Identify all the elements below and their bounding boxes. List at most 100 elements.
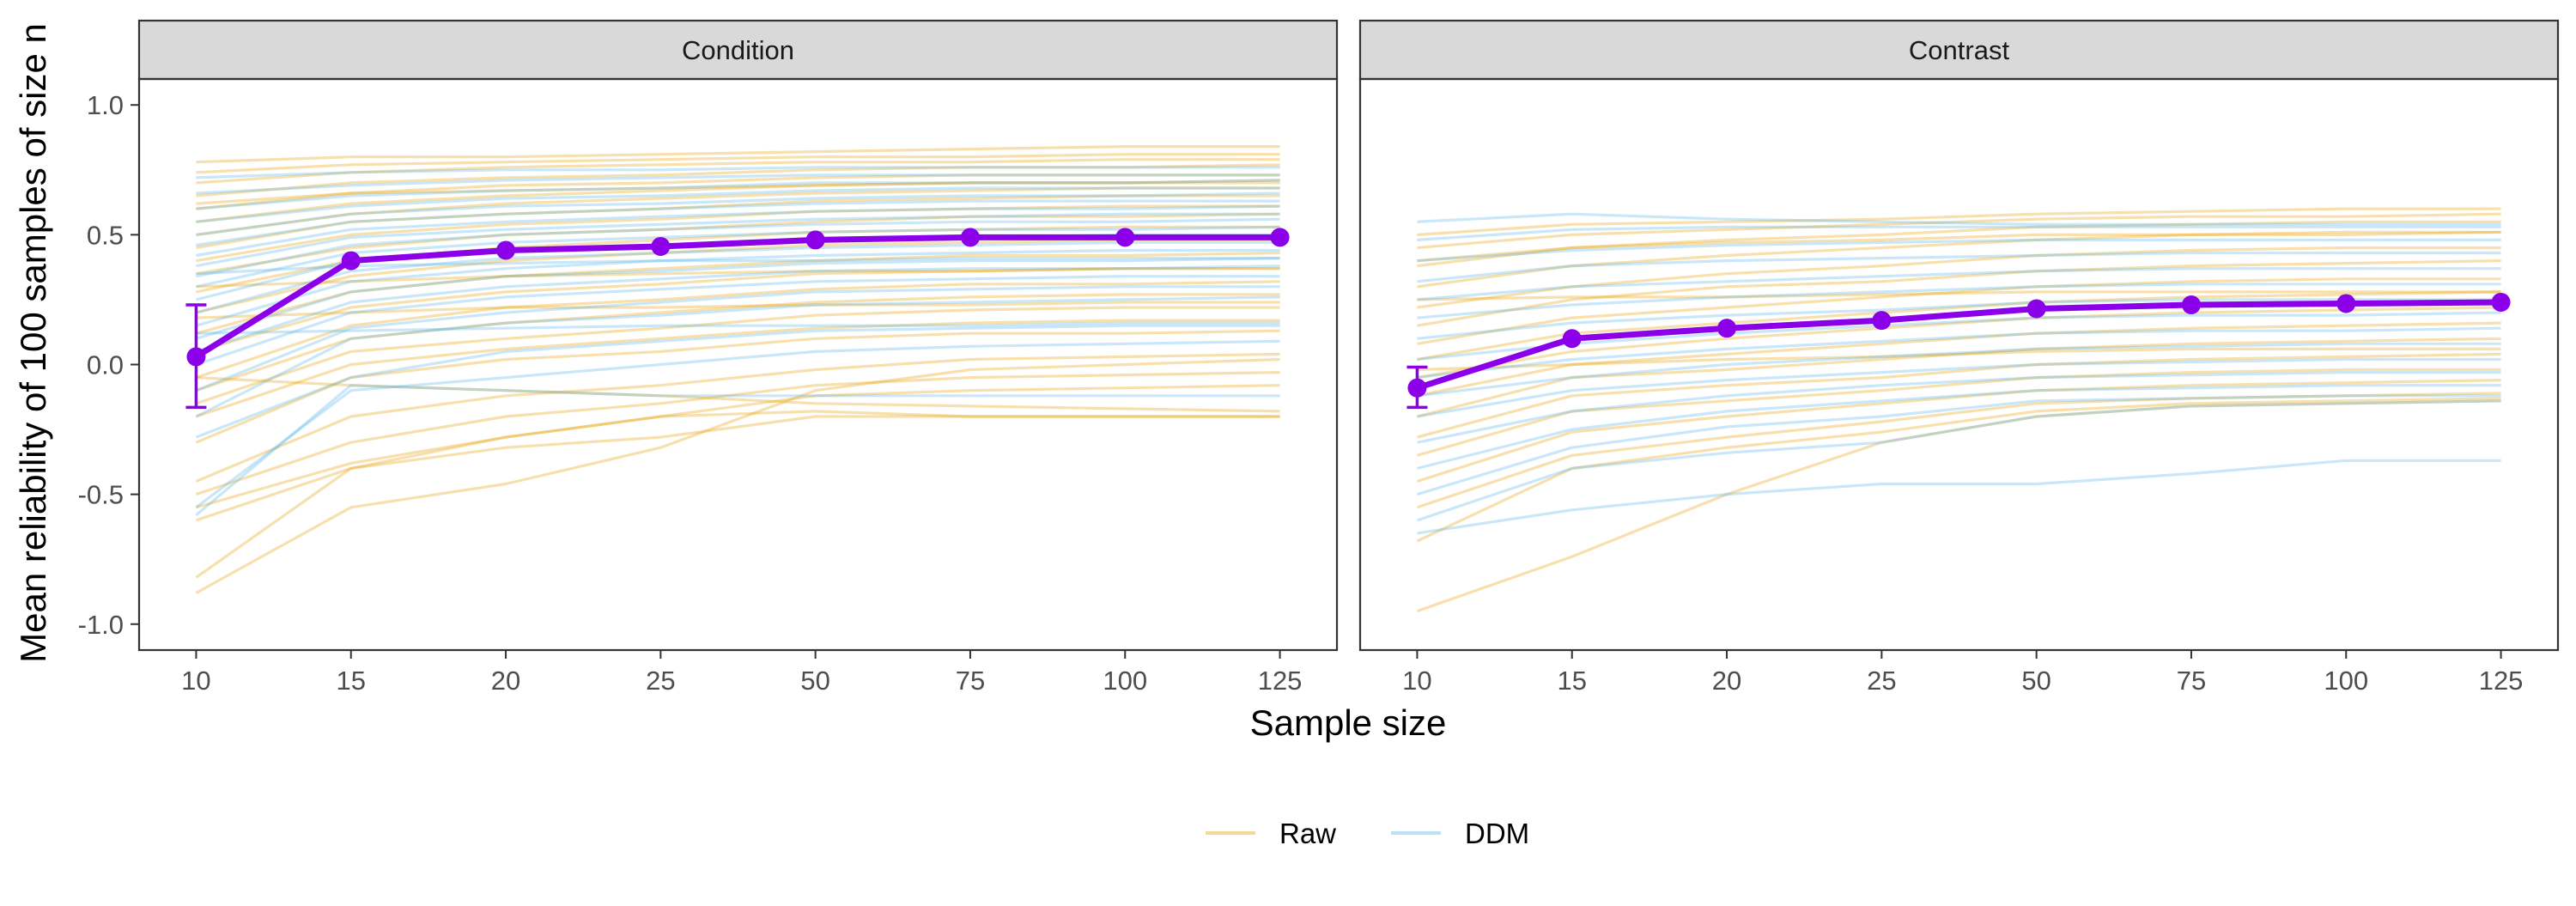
- individual-line-raw: [1417, 277, 2501, 345]
- x-tick-label: 50: [2021, 666, 2050, 696]
- individual-line-ddm: [195, 324, 1280, 439]
- individual-line-ddm: [1417, 342, 2501, 398]
- individual-line-ddm: [195, 257, 1280, 340]
- facet-strip-label: Condition: [682, 35, 794, 65]
- individual-line-ddm: [196, 173, 1280, 195]
- mean-point: [805, 230, 825, 250]
- legend-label-raw: Raw: [1279, 818, 1336, 849]
- individual-line-ddm: [196, 212, 1280, 268]
- individual-line-raw: [1417, 337, 2501, 418]
- individual-line-raw: [195, 280, 1280, 380]
- individual-line-raw: [1417, 246, 2501, 309]
- individual-line-ddm: [1417, 283, 2501, 319]
- individual-line-ddm: [1417, 311, 2501, 362]
- individual-line-raw: [1416, 352, 2501, 439]
- x-tick-label: 20: [1712, 666, 1741, 696]
- mean-point: [1717, 319, 1737, 338]
- y-axis-title: Mean reliability of 100 samples of size …: [13, 23, 53, 663]
- individual-line-raw: [1417, 230, 2501, 289]
- individual-line-raw: [195, 267, 1280, 353]
- individual-line-ddm: [1417, 298, 2501, 340]
- individual-line-raw: [196, 186, 1280, 236]
- individual-line-raw: [1416, 379, 2501, 483]
- individual-line-ddm: [196, 199, 1280, 247]
- individual-line-raw: [196, 194, 1280, 250]
- individual-line-ddm: [1417, 384, 2501, 470]
- individual-line-raw: [195, 352, 1280, 483]
- individual-line-raw: [196, 179, 1280, 223]
- individual-line-raw: [1416, 397, 2501, 543]
- individual-line-ddm: [195, 265, 1280, 353]
- x-tick-label: 20: [491, 666, 520, 696]
- individual-line-raw: [196, 158, 1280, 185]
- mean-point: [2491, 292, 2511, 312]
- individual-line-raw: [196, 153, 1280, 174]
- individual-line-ddm: [195, 295, 1280, 418]
- x-tick-label: 25: [646, 666, 675, 696]
- individual-line-raw: [196, 267, 1280, 289]
- facet-strip: [1358, 19, 2560, 81]
- individual-line-raw: [1417, 230, 2501, 263]
- x-tick-label: 50: [800, 666, 829, 696]
- mean-point: [341, 251, 361, 271]
- mean-point: [1562, 329, 1582, 349]
- individual-line-raw: [1416, 368, 2501, 457]
- individual-line-raw: [195, 329, 1280, 444]
- individual-line-raw: [195, 410, 1280, 579]
- individual-line-ddm: [1416, 399, 2501, 522]
- facet-strip: [137, 19, 1339, 81]
- mean-point: [2336, 294, 2356, 313]
- individual-line-raw: [196, 301, 1280, 319]
- individual-line-raw: [195, 251, 1280, 335]
- facet-strip-label: Contrast: [1909, 35, 2010, 65]
- individual-line-raw: [195, 293, 1280, 392]
- individual-line-raw: [196, 238, 1280, 314]
- x-tick-label: 10: [1402, 666, 1431, 696]
- legend-label-ddm: DDM: [1465, 818, 1529, 849]
- individual-line-raw: [1417, 220, 2501, 268]
- x-axis-title: Sample size: [1250, 702, 1447, 743]
- panel-condition: Condition 10 15 20 25 50 75 100 125: [137, 19, 1339, 696]
- y-tick-label: 0.5: [87, 220, 124, 250]
- individual-line-raw: [1416, 392, 2501, 509]
- mean-point: [186, 347, 206, 367]
- individual-line-ddm: [195, 285, 1280, 392]
- individual-line-raw: [195, 306, 1280, 405]
- individual-line-raw: [1417, 212, 2501, 250]
- mean-point: [496, 240, 516, 260]
- individual-line-ddm: [196, 225, 1280, 289]
- x-tick-label: 15: [1557, 666, 1586, 696]
- individual-line-raw: [196, 173, 1280, 210]
- individual-line-ddm: [196, 179, 1280, 210]
- individual-line-ddm: [196, 257, 1280, 276]
- individual-line-raw: [196, 212, 1280, 276]
- individual-line-ddm: [196, 204, 1280, 258]
- individual-line-raw: [1417, 290, 2501, 362]
- individual-line-ddm: [1417, 326, 2501, 380]
- y-tick-label: 0.0: [87, 350, 124, 380]
- individual-line-raw: [196, 181, 1280, 205]
- individual-line-ddm: [196, 186, 1280, 223]
- panel-contrast: Contrast 10 15 20 25 50 75 100 125: [1358, 19, 2560, 696]
- individual-line-ddm: [195, 384, 1280, 517]
- individual-line-ddm: [1417, 267, 2501, 301]
- y-tick-label: -0.5: [78, 480, 124, 510]
- individual-line-ddm: [1417, 371, 2501, 444]
- mean-point: [651, 236, 671, 256]
- individual-line-ddm: [196, 217, 1280, 278]
- individual-line-ddm: [1417, 225, 2501, 241]
- individual-line-ddm: [196, 321, 1280, 335]
- mean-point: [2026, 299, 2046, 319]
- x-tick-label: 25: [1867, 666, 1896, 696]
- individual-line-raw: [1416, 399, 2501, 613]
- mean-point: [1872, 311, 1892, 331]
- y-tick-label: 1.0: [87, 90, 124, 120]
- individual-line-ddm: [195, 240, 1280, 314]
- x-tick-label: 100: [1103, 666, 1147, 696]
- individual-line-ddm: [196, 192, 1280, 236]
- x-tick-label: 125: [2479, 666, 2524, 696]
- x-tick-label: 75: [2177, 666, 2206, 696]
- mean-point: [1115, 228, 1135, 247]
